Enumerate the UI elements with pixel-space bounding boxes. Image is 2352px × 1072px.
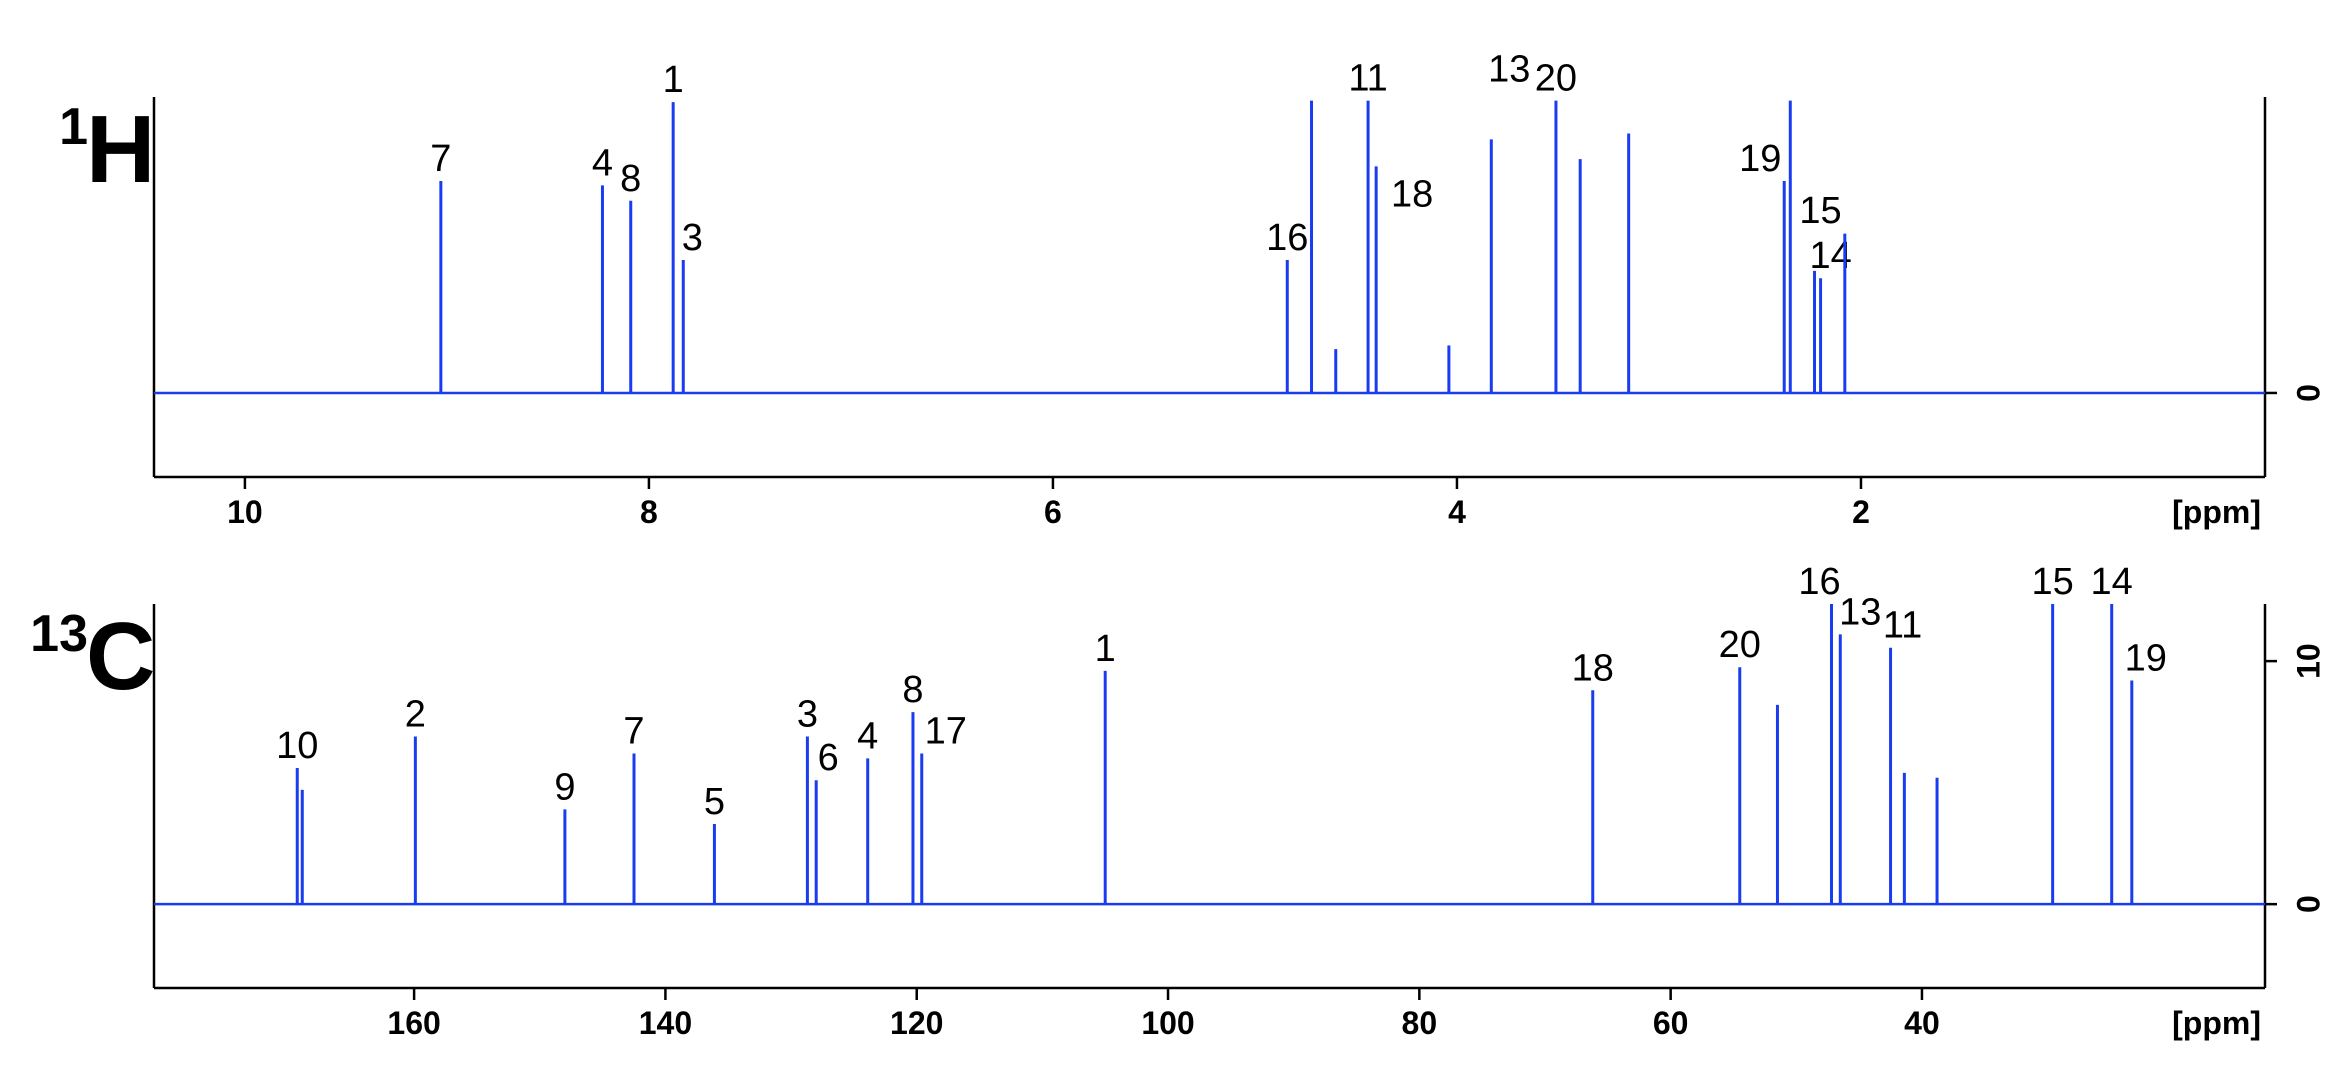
peak-label: 1 <box>663 59 684 101</box>
peak-label: 8 <box>902 669 923 711</box>
peak-label: 2 <box>405 693 426 735</box>
peak-label: 15 <box>1799 190 1841 232</box>
x-tick-label: 2 <box>1852 494 1870 530</box>
peak-label: 9 <box>554 766 575 808</box>
peak-label: 1 <box>1095 628 1116 670</box>
peak-label: 19 <box>1739 138 1781 180</box>
peak-label: 4 <box>592 142 613 184</box>
y-tick-label: 0 <box>2290 895 2326 913</box>
peak-label: 10 <box>276 725 318 767</box>
peak-label: 14 <box>2091 561 2133 603</box>
x-tick-label: 160 <box>387 1005 440 1041</box>
peak-label: 11 <box>1883 605 1922 647</box>
peak-label: 5 <box>704 781 725 823</box>
peak-label: 20 <box>1535 58 1577 100</box>
peak-label: 20 <box>1719 624 1761 666</box>
peak-label: 17 <box>925 710 967 752</box>
x-axis-label: [ppm] <box>2172 494 2261 530</box>
x-tick-label: 8 <box>640 494 658 530</box>
x-tick-label: 4 <box>1448 494 1466 530</box>
peak-label: 7 <box>430 138 451 180</box>
y-tick-label: 10 <box>2290 643 2326 679</box>
peak-label: 7 <box>623 710 644 752</box>
peak-label: 13 <box>1839 591 1881 633</box>
title-superscript: 13 <box>30 605 88 663</box>
x-tick-label: 80 <box>1402 1005 1438 1041</box>
title-superscript: 1 <box>59 98 88 156</box>
peak-label: 11 <box>1348 58 1387 100</box>
peak-label: 15 <box>2032 561 2074 603</box>
x-tick-label: 120 <box>890 1005 943 1041</box>
x-tick-label: 6 <box>1044 494 1062 530</box>
peak-label: 18 <box>1391 173 1433 215</box>
x-tick-label: 100 <box>1141 1005 1194 1041</box>
peak-label: 19 <box>2125 638 2167 680</box>
peak-label: 3 <box>797 693 818 735</box>
x-tick-label: 10 <box>227 494 263 530</box>
x-axis-label: [ppm] <box>2172 1005 2261 1041</box>
title: C <box>86 603 155 710</box>
peak-label: 16 <box>1798 561 1840 603</box>
peak-label: 13 <box>1488 48 1530 90</box>
x-tick-label: 140 <box>639 1005 692 1041</box>
peak-label: 18 <box>1572 647 1614 689</box>
y-tick-label: 0 <box>2290 384 2326 402</box>
peak-label: 6 <box>818 737 839 779</box>
peak-label: 16 <box>1266 217 1308 259</box>
peak-label: 4 <box>857 715 878 757</box>
x-tick-label: 60 <box>1653 1005 1689 1041</box>
peak-label: 8 <box>620 158 641 200</box>
x-tick-label: 40 <box>1904 1005 1940 1041</box>
title: H <box>86 96 155 203</box>
peak-label: 3 <box>682 217 703 259</box>
